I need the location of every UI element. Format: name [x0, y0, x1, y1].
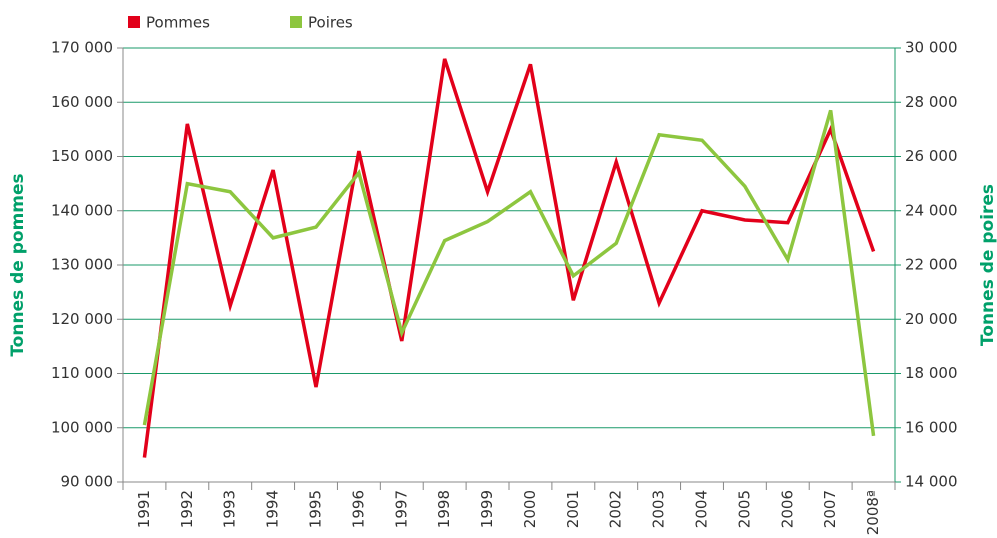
y-tick-label: 130 000 [51, 256, 113, 274]
y-axis-title: Tonnes de pommes [8, 173, 28, 356]
x-tick-label: 2006 [778, 490, 796, 528]
y-tick-label: 100 000 [51, 418, 113, 436]
y2-tick-label: 16 000 [905, 418, 958, 436]
legend-label: Pommes [146, 14, 210, 32]
y2-tick-label: 30 000 [905, 39, 958, 57]
x-tick-label: 2005 [735, 490, 753, 528]
legend-swatch [128, 16, 140, 28]
y2-tick-label: 20 000 [905, 310, 958, 328]
legend-label: Poires [308, 14, 353, 32]
x-tick-label: 1992 [178, 490, 196, 528]
y2-tick-label: 14 000 [905, 473, 958, 491]
y2-axis-title: Tonnes de poires [978, 184, 997, 346]
x-tick-label: 1996 [349, 490, 367, 528]
x-tick-label: 2003 [650, 490, 668, 528]
x-tick-label: 2000 [521, 490, 539, 528]
y2-tick-label: 18 000 [905, 364, 958, 382]
x-tick-label: 1995 [307, 490, 325, 528]
y-tick-label: 120 000 [51, 310, 113, 328]
y2-tick-label: 28 000 [905, 93, 958, 111]
series-line [142, 58, 876, 458]
x-tick-label: 1993 [221, 490, 239, 528]
x-tick-label: 1994 [264, 490, 282, 528]
x-tick-label: 1999 [478, 490, 496, 528]
x-tick-label: 1998 [435, 490, 453, 528]
x-tick-label: 1997 [392, 490, 410, 528]
series-line [142, 109, 876, 437]
y-tick-label: 90 000 [61, 473, 114, 491]
legend-swatch [290, 16, 302, 28]
y2-tick-label: 24 000 [905, 201, 958, 219]
x-tick-label: 2002 [607, 490, 625, 528]
y-tick-label: 170 000 [51, 39, 113, 57]
x-tick-label: 2007 [821, 490, 839, 528]
x-tick-label: 2004 [693, 490, 711, 528]
y-tick-label: 160 000 [51, 93, 113, 111]
y-tick-label: 150 000 [51, 147, 113, 165]
y2-tick-label: 26 000 [905, 147, 958, 165]
x-tick-label: 2001 [564, 490, 582, 528]
y-tick-label: 140 000 [51, 201, 113, 219]
y-tick-label: 110 000 [51, 364, 113, 382]
x-tick-label: 2008ª [864, 490, 882, 535]
x-tick-label: 1991 [135, 490, 153, 528]
y2-tick-label: 22 000 [905, 256, 958, 274]
